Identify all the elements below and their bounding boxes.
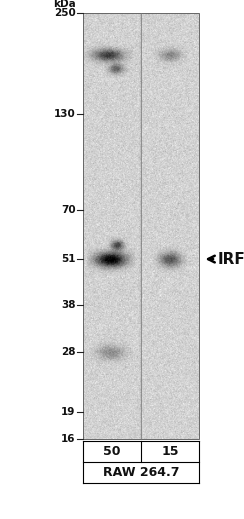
Text: RAW 264.7: RAW 264.7 bbox=[103, 466, 179, 479]
Text: 250: 250 bbox=[54, 8, 76, 18]
Bar bbox=[83, 13, 199, 439]
Text: 130: 130 bbox=[54, 109, 76, 119]
Text: 28: 28 bbox=[61, 347, 76, 357]
Text: kDa: kDa bbox=[53, 0, 76, 9]
Text: 50: 50 bbox=[103, 445, 121, 458]
Text: 15: 15 bbox=[161, 445, 179, 458]
Text: 38: 38 bbox=[61, 299, 76, 310]
Text: 51: 51 bbox=[61, 254, 76, 264]
Text: 16: 16 bbox=[61, 433, 76, 444]
Text: IRF8: IRF8 bbox=[217, 252, 244, 267]
Text: 19: 19 bbox=[61, 407, 76, 417]
Text: 70: 70 bbox=[61, 205, 76, 215]
